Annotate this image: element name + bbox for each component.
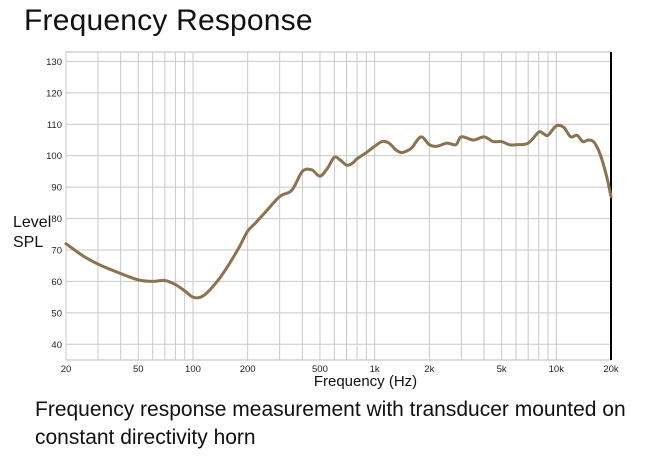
x-tick-label: 20k <box>603 364 619 375</box>
y-tick-label: 120 <box>46 88 62 99</box>
x-tick-label: 100 <box>185 364 201 375</box>
y-tick-label: 90 <box>51 183 62 194</box>
x-tick-label: 50 <box>133 364 144 375</box>
y-axis-label-text: Level SPL <box>13 214 52 251</box>
x-tick-label: 5k <box>497 364 507 375</box>
chart-title: Frequency Response <box>24 4 313 37</box>
y-axis-label: Level SPL <box>13 213 52 253</box>
figure-caption: Frequency response measurement with tran… <box>35 398 626 449</box>
x-tick-label: 10k <box>549 364 565 375</box>
x-tick-labels: 20 50 100 200 500 1k 2k 5k 10k 20k <box>61 364 619 375</box>
y-tick-label: 40 <box>51 340 62 351</box>
x-tick-label: 20 <box>61 364 72 375</box>
y-tick-label: 130 <box>46 57 62 68</box>
x-tick-label: 1k <box>370 364 380 375</box>
y-tick-label: 70 <box>51 246 62 257</box>
y-tick-label: 80 <box>51 214 62 225</box>
y-tick-labels: 40 50 60 70 80 90 100 110 120 130 <box>46 57 62 351</box>
grid-lines <box>65 51 612 361</box>
x-tick-label: 2k <box>424 364 434 375</box>
y-tick-label: 110 <box>47 120 62 131</box>
y-tick-label: 60 <box>51 277 62 288</box>
series-lines <box>64 123 613 300</box>
y-tick-label: 50 <box>51 308 62 319</box>
x-tick-label: 500 <box>312 364 328 375</box>
x-axis-label: Frequency (Hz) <box>313 373 418 390</box>
x-tick-label: 200 <box>240 364 256 375</box>
plot-frame <box>65 51 612 361</box>
frequency-response-line <box>64 123 613 300</box>
y-tick-label: 100 <box>46 151 62 162</box>
